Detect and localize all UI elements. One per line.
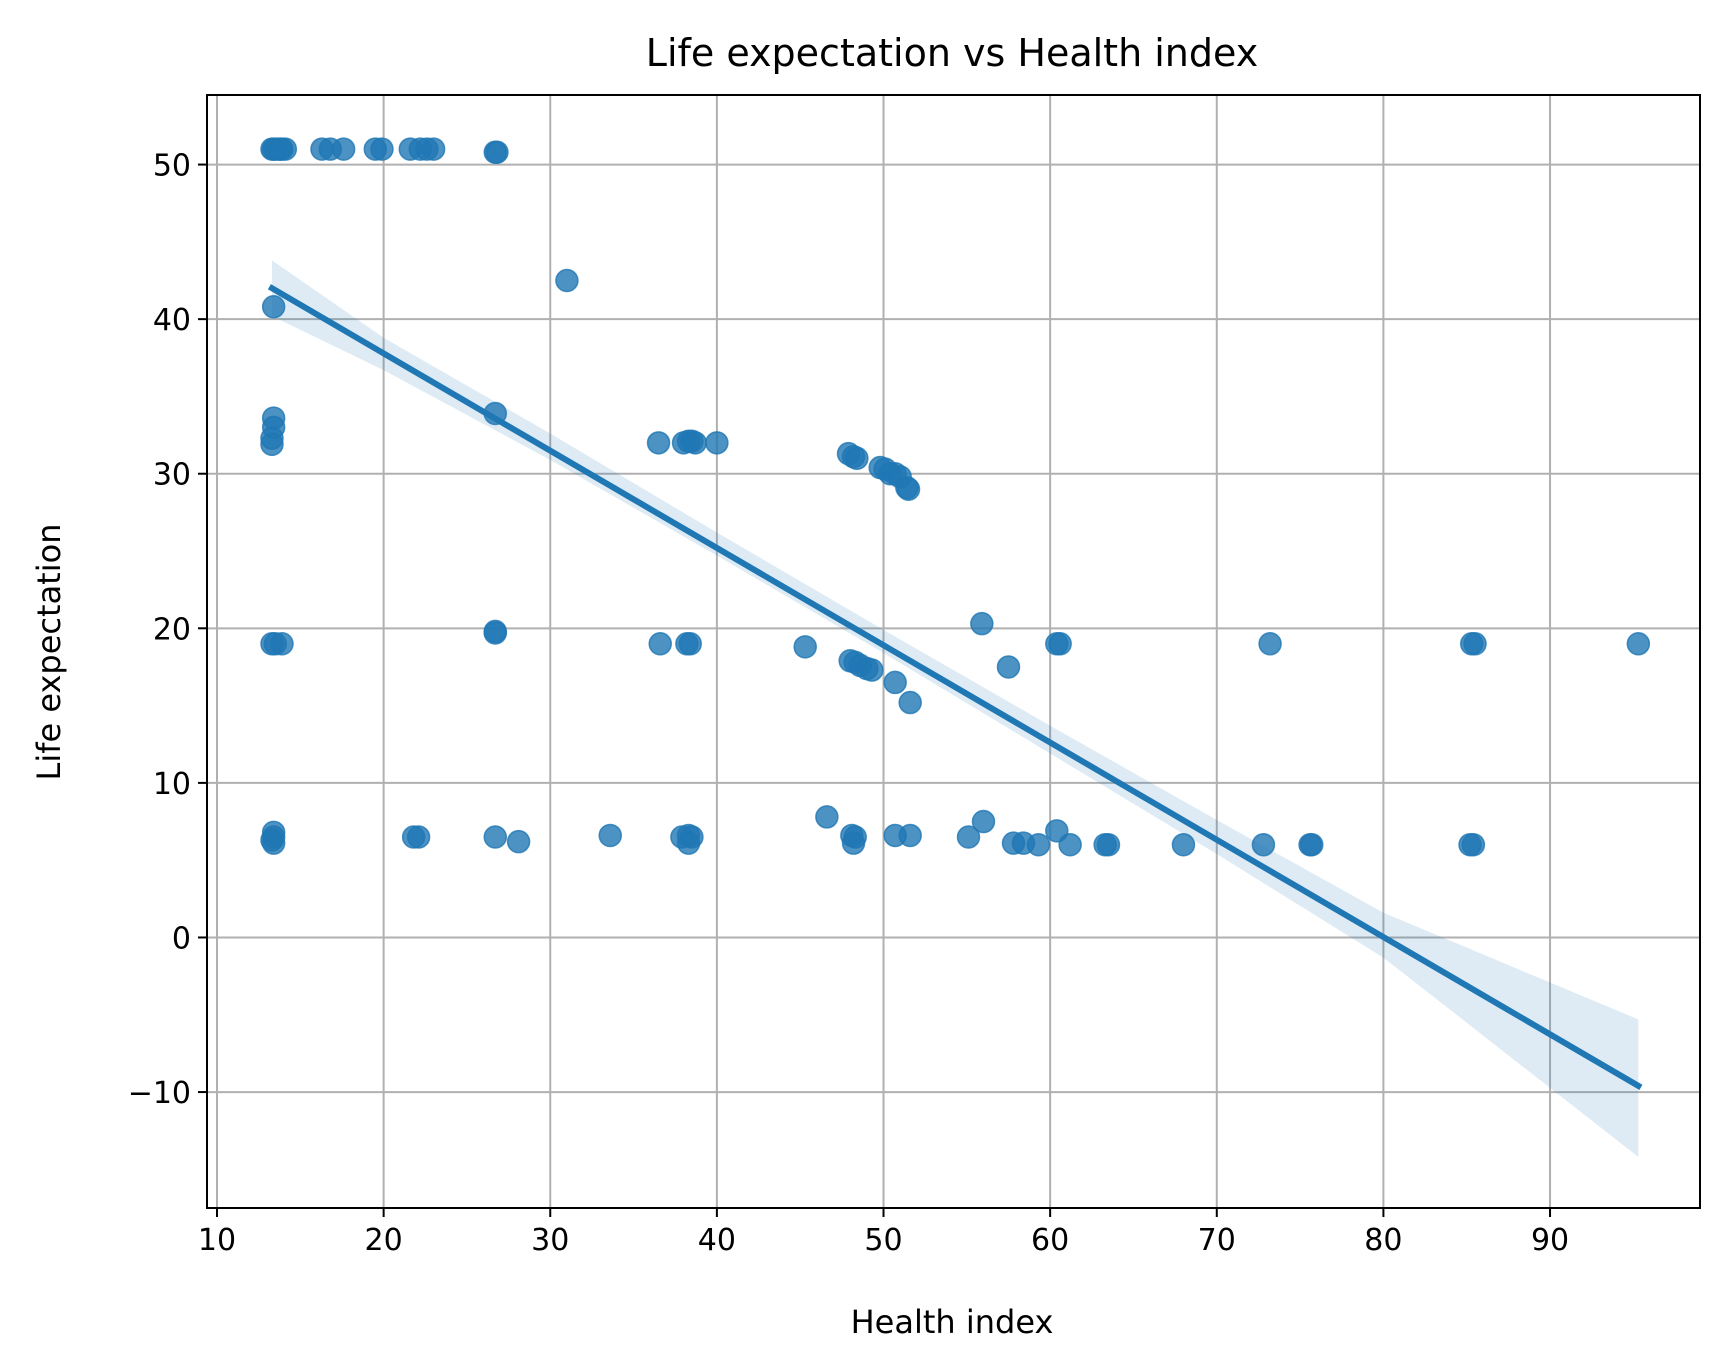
- y-tick-label: 0: [172, 921, 191, 956]
- y-tick-label: 10: [153, 767, 191, 802]
- x-tick-label: 40: [698, 1223, 736, 1258]
- regression-line-layer: [267, 284, 1643, 1090]
- x-tick-label: 20: [365, 1223, 403, 1258]
- data-point: [841, 831, 866, 855]
- data-point: [648, 632, 672, 656]
- data-point: [793, 635, 817, 659]
- data-points-layer: [260, 137, 1651, 857]
- x-tick-label: 50: [864, 1223, 902, 1258]
- y-tick-label: 30: [153, 458, 191, 493]
- data-point: [483, 825, 508, 849]
- data-point: [678, 632, 702, 656]
- data-point: [1048, 632, 1072, 656]
- data-point: [956, 825, 981, 849]
- y-tick-label: 40: [153, 303, 191, 338]
- y-tick-label: 50: [153, 149, 191, 184]
- x-tick-label: 70: [1198, 1223, 1236, 1258]
- data-point: [1096, 832, 1121, 857]
- data-point: [1626, 632, 1651, 656]
- x-tick-label: 80: [1364, 1223, 1402, 1258]
- data-point: [406, 825, 431, 849]
- data-point: [331, 137, 356, 161]
- regression-line: [267, 284, 1643, 1090]
- data-point: [260, 432, 284, 457]
- data-point: [896, 477, 921, 501]
- data-point: [683, 431, 707, 455]
- data-point: [898, 823, 922, 848]
- y-axis-label: Life expectation: [30, 524, 68, 781]
- data-point: [268, 137, 293, 161]
- x-tick-label: 60: [1031, 1223, 1069, 1258]
- data-point: [860, 658, 884, 682]
- x-axis-label: Health index: [851, 1303, 1054, 1341]
- data-point: [261, 831, 286, 855]
- data-point: [1300, 832, 1324, 857]
- data-point: [598, 823, 622, 848]
- data-point: [646, 431, 671, 455]
- data-point: [485, 140, 509, 164]
- data-point: [1463, 632, 1487, 656]
- data-point: [845, 446, 869, 471]
- data-point: [970, 611, 994, 636]
- data-point: [1258, 632, 1282, 656]
- data-point: [421, 137, 446, 161]
- data-point: [883, 670, 907, 695]
- data-point: [1171, 832, 1196, 857]
- data-point: [483, 621, 508, 645]
- y-tick-label: −10: [128, 1076, 191, 1111]
- data-point: [555, 268, 579, 293]
- data-point: [1026, 832, 1051, 857]
- data-point: [370, 137, 394, 161]
- x-tick-label: 90: [1531, 1223, 1569, 1258]
- plot-frame: [206, 94, 1701, 1209]
- y-tick-label: 20: [153, 612, 191, 647]
- data-point: [996, 655, 1021, 679]
- chart-title: Life expectation vs Health index: [646, 31, 1258, 75]
- data-point: [676, 831, 701, 855]
- x-tick-label: 30: [531, 1223, 569, 1258]
- data-point: [261, 295, 286, 319]
- data-point: [898, 690, 922, 715]
- data-point: [1058, 832, 1082, 857]
- data-point: [1461, 832, 1486, 857]
- axis-ticks: 10 20 30 40 50 60 70 80 90 −10 0 10 20 30 40 50: [128, 149, 1569, 1258]
- data-point: [815, 805, 839, 829]
- data-point: [1251, 832, 1276, 857]
- data-point: [506, 829, 531, 854]
- data-point: [270, 632, 294, 656]
- data-point: [705, 431, 729, 455]
- x-tick-label: 10: [198, 1223, 236, 1258]
- data-point: [971, 809, 996, 834]
